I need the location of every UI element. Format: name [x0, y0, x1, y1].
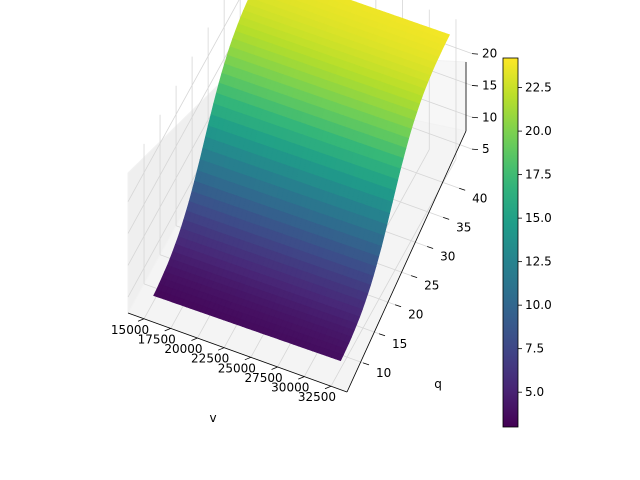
x-tick-label: 20000: [164, 342, 202, 356]
x-tick-label: 17500: [138, 332, 176, 346]
colorbar: 5.0 7.5 10.0 12.5 15.0 17.5 20.0 22.5: [502, 57, 552, 428]
x-tick: [324, 385, 332, 390]
z-tick: [471, 148, 479, 150]
colorbar-tick-label: 10.0: [525, 298, 552, 312]
y-tick-label: 30: [440, 249, 455, 263]
y-tick: [459, 187, 466, 191]
z-tick-label: 15: [482, 78, 497, 92]
x-tick-label: 22500: [191, 352, 229, 366]
x-tick: [244, 356, 252, 361]
colorbar-tick-label: 20.0: [525, 124, 552, 138]
x-tick: [217, 347, 225, 351]
x-tick-label: 32500: [298, 390, 336, 404]
axis-ticks: 1500017500200002250025000275003000032500…: [111, 47, 497, 405]
x-tick: [191, 337, 198, 341]
y-tick-label: 15: [392, 337, 407, 351]
z-tick: [471, 116, 479, 119]
x-tick: [298, 376, 305, 380]
y-tick-label: 20: [408, 308, 423, 322]
x-tick-label: 27500: [244, 371, 282, 385]
z-tick-label: 5: [482, 142, 490, 156]
z-tick-label: 10: [482, 110, 497, 124]
colorbar-ticks: 5.0 7.5 10.0 12.5 15.0 17.5 20.0 22.5: [518, 81, 552, 399]
colorbar-tick-label: 22.5: [525, 81, 552, 95]
y-tick-label: 10: [376, 366, 391, 380]
y-tick: [427, 246, 434, 249]
y-axis-line: [346, 130, 467, 393]
colorbar-gradient: [502, 57, 519, 428]
z-tick-label: 20: [482, 47, 497, 61]
y-tick: [443, 217, 450, 220]
y-tick: [362, 362, 370, 366]
surface-facet: [335, 353, 344, 362]
surface-mesh: [153, 0, 451, 362]
y-tick-label: 25: [424, 279, 439, 293]
x-axis-line: [127, 312, 348, 393]
colorbar-tick-label: 5.0: [525, 385, 544, 399]
x-tick-label: 15000: [111, 323, 149, 337]
y-tick-label: 40: [472, 191, 487, 205]
x-tick: [164, 328, 171, 332]
x-tick: [271, 366, 278, 370]
y-tick: [394, 304, 402, 308]
x-grid-floor: [330, 159, 457, 387]
colorbar-tick-label: 17.5: [525, 168, 552, 182]
y-tick: [410, 275, 418, 278]
x-tick: [137, 318, 145, 322]
colorbar-tick-label: 7.5: [525, 342, 544, 356]
axes-lines: [127, 62, 467, 393]
y-tick: [378, 333, 386, 337]
z-grid-left: [127, 0, 240, 202]
colorbar-tick-label: 12.5: [525, 255, 552, 269]
x-tick-label: 30000: [271, 381, 309, 395]
y-tick-label: 35: [456, 220, 471, 234]
x-axis-label: v: [209, 411, 216, 425]
x-tick-label: 25000: [218, 361, 256, 375]
colorbar-tick-label: 15.0: [525, 211, 552, 225]
z-tick: [471, 85, 479, 87]
y-axis-label: q: [434, 377, 442, 391]
z-tick: [471, 53, 479, 55]
